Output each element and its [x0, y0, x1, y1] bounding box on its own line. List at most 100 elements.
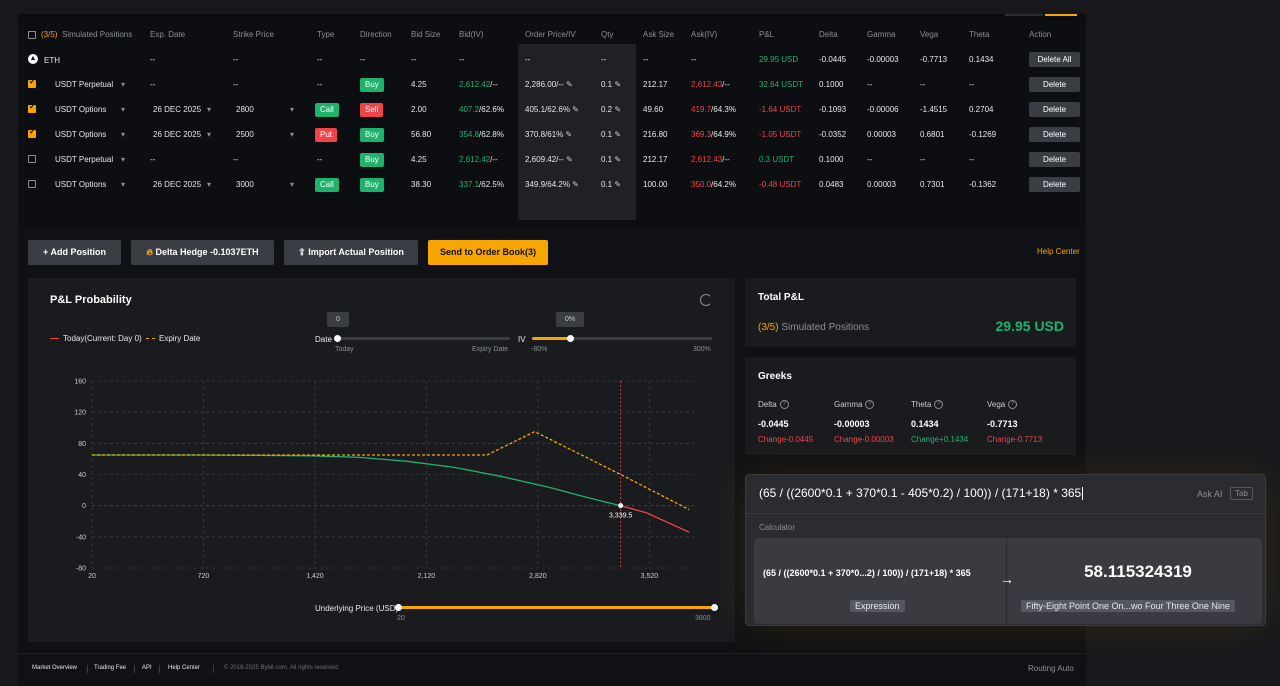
direction-toggle[interactable]: Sell — [360, 103, 384, 117]
edit-icon[interactable]: ✎ — [565, 155, 573, 164]
edit-icon[interactable]: ✎ — [614, 155, 622, 164]
price-slider-min-handle[interactable] — [395, 604, 402, 611]
date-slider-handle[interactable] — [334, 335, 341, 342]
price-slider-max-handle[interactable] — [711, 604, 718, 611]
col-gamma[interactable]: Gamma — [867, 30, 896, 39]
col-ask-size[interactable]: Ask Size — [643, 30, 675, 39]
delete-row-button[interactable]: Delete — [1029, 177, 1080, 192]
col-bid-iv[interactable]: Bid(IV) — [459, 30, 484, 39]
option-type-badge[interactable]: Put — [315, 128, 338, 142]
expand-collapse-icon[interactable]: ▲ — [28, 54, 38, 64]
chevron-down-icon[interactable]: ▾ — [121, 130, 126, 139]
chevron-down-icon[interactable]: ▾ — [207, 180, 212, 189]
col-theta[interactable]: Theta — [969, 30, 990, 39]
edit-icon[interactable]: ✎ — [572, 180, 579, 189]
routing-mode[interactable]: Routing Auto — [1028, 664, 1074, 673]
product-select[interactable]: USDT Perpetual — [55, 155, 114, 164]
refresh-icon[interactable] — [700, 294, 712, 306]
delete-row-button[interactable]: Delete — [1029, 152, 1080, 167]
chevron-down-icon[interactable]: ▾ — [121, 155, 126, 164]
delete-row-button[interactable]: Delete — [1029, 127, 1080, 142]
edit-icon[interactable]: ✎ — [565, 130, 573, 139]
product-select[interactable]: USDT Perpetual — [55, 80, 114, 89]
chevron-down-icon[interactable]: ▾ — [121, 80, 126, 89]
order-price-iv[interactable]: 405.1/62.6% ✎ — [525, 97, 579, 122]
delta-hedge-button[interactable]: 🔥︎ Delta Hedge -0.1037ETH — [131, 240, 274, 265]
help-icon[interactable]: ? — [779, 400, 789, 410]
edit-icon[interactable]: ✎ — [565, 80, 573, 89]
order-price-iv[interactable]: 2,286.00/-- ✎ — [525, 72, 573, 97]
col-vega[interactable]: Vega — [920, 30, 939, 39]
product-select[interactable]: USDT Options — [55, 105, 107, 114]
direction-toggle[interactable]: Buy — [360, 153, 384, 167]
chevron-down-icon[interactable]: ▾ — [290, 180, 295, 189]
option-type-badge[interactable]: Call — [315, 103, 339, 117]
footer-help-center[interactable]: Help Center — [168, 665, 201, 671]
help-icon[interactable]: ? — [865, 400, 875, 410]
select-all-checkbox[interactable] — [28, 31, 36, 39]
chevron-down-icon[interactable]: ▾ — [290, 105, 295, 114]
qty[interactable]: 0.1 ✎ — [601, 72, 621, 97]
footer-market-overview[interactable]: Market Overview — [32, 665, 78, 671]
order-price-iv[interactable]: 2,609.42/-- ✎ — [525, 147, 573, 172]
strike-price-select[interactable]: 2500 — [236, 130, 254, 139]
footer-api[interactable]: API — [142, 665, 152, 671]
product-select[interactable]: USDT Options — [55, 130, 107, 139]
footer-trading-fee[interactable]: Trading Fee — [94, 665, 127, 671]
edit-icon[interactable]: ✎ — [614, 180, 622, 189]
help-icon[interactable]: ? — [1008, 400, 1018, 410]
strike-price-select[interactable]: 2800 — [236, 105, 254, 114]
edit-icon[interactable]: ✎ — [614, 130, 622, 139]
chevron-down-icon[interactable]: ▾ — [290, 130, 295, 139]
edit-icon[interactable]: ✎ — [614, 105, 622, 114]
col-strike-price[interactable]: Strike Price — [233, 30, 274, 39]
chevron-down-icon[interactable]: ▾ — [207, 105, 212, 114]
strike-price-select[interactable]: 3000 — [236, 180, 254, 189]
iv-slider-handle[interactable] — [567, 335, 574, 342]
col-qty[interactable]: Qty — [601, 30, 614, 39]
qty[interactable]: 0.2 ✎ — [601, 97, 621, 122]
row-checkbox[interactable] — [28, 180, 36, 188]
calculator-input[interactable]: (65 / ((2600*0.1 + 370*0.1 - 405*0.2) / … — [759, 486, 1084, 501]
date-slider-track[interactable] — [337, 337, 510, 340]
product-select[interactable]: USDT Options — [55, 180, 107, 189]
add-position-button[interactable]: + Add Position — [28, 240, 121, 265]
direction-toggle[interactable]: Buy — [360, 128, 384, 142]
row-checkbox[interactable] — [28, 77, 36, 88]
exp-date-select[interactable]: 26 DEC 2025 — [153, 105, 202, 114]
help-center-link[interactable]: Help Center — [1037, 247, 1080, 256]
send-to-order-book-button[interactable]: Send to Order Book(3) — [428, 240, 548, 265]
col-delta[interactable]: Delta — [819, 30, 838, 39]
import-position-button[interactable]: ⇪ Import Actual Position — [284, 240, 418, 265]
order-price-iv[interactable]: 370.8/61% ✎ — [525, 122, 572, 147]
option-type-badge[interactable]: Call — [315, 178, 339, 192]
ask-ai-label[interactable]: Ask AI — [1197, 489, 1223, 499]
delete-row-button[interactable]: Delete — [1029, 102, 1080, 117]
col-type[interactable]: Type — [317, 30, 335, 39]
col-pnl[interactable]: P&L — [759, 30, 775, 39]
exp-date-select[interactable]: 26 DEC 2025 — [153, 130, 202, 139]
exp-date-select[interactable]: 26 DEC 2025 — [153, 180, 202, 189]
qty[interactable]: 0.1 ✎ — [601, 147, 621, 172]
col-exp-date[interactable]: Exp. Date — [150, 30, 186, 39]
row-checkbox[interactable] — [28, 127, 36, 138]
qty[interactable]: 0.1 ✎ — [601, 172, 621, 197]
row-checkbox[interactable] — [28, 155, 36, 163]
chevron-down-icon[interactable]: ▾ — [121, 105, 126, 114]
direction-toggle[interactable]: Buy — [360, 178, 384, 192]
edit-icon[interactable]: ✎ — [572, 105, 579, 114]
col-order-price-iv[interactable]: Order Price/IV — [525, 30, 576, 39]
col-bid-size[interactable]: Bid Size — [411, 30, 441, 39]
edit-icon[interactable]: ✎ — [614, 80, 622, 89]
col-ask-iv[interactable]: Ask(IV) — [691, 30, 718, 39]
delete-all-button[interactable]: Delete All — [1029, 52, 1080, 67]
delete-row-button[interactable]: Delete — [1029, 77, 1080, 92]
row-checkbox[interactable] — [28, 102, 36, 113]
help-icon[interactable]: ? — [934, 400, 944, 410]
chevron-down-icon[interactable]: ▾ — [121, 180, 126, 189]
iv-slider-track[interactable] — [532, 337, 712, 340]
col-direction[interactable]: Direction — [360, 30, 392, 39]
calculator-result-card[interactable]: (65 / ((2600*0.1 + 370*0...2) / 100)) / … — [754, 538, 1262, 624]
direction-toggle[interactable]: Buy — [360, 78, 384, 92]
order-price-iv[interactable]: 349.9/64.2% ✎ — [525, 172, 579, 197]
